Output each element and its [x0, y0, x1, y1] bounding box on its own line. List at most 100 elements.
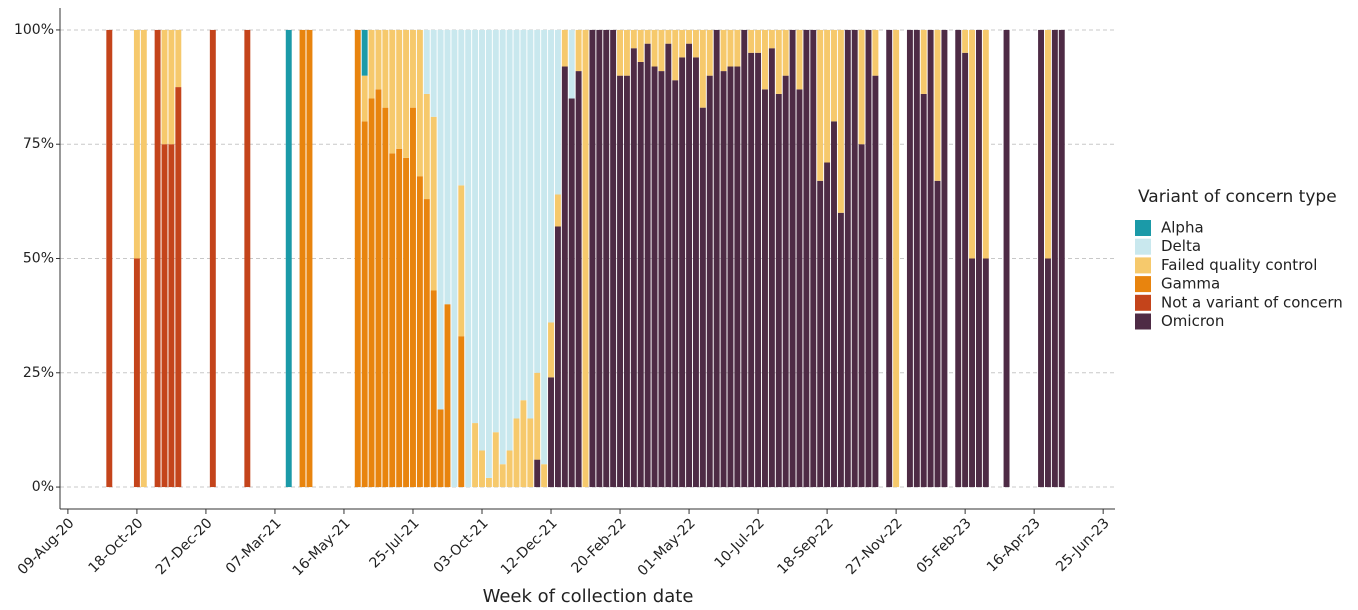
- bar-segment: [610, 29, 617, 488]
- bar-segment: [837, 29, 844, 213]
- bar-segment: [1038, 29, 1045, 488]
- bar-segment: [1044, 258, 1051, 488]
- x-tick-label: 01-May-22: [635, 515, 699, 579]
- bar-segment: [858, 29, 865, 145]
- bar-segment: [423, 29, 430, 94]
- bar-segment: [617, 75, 624, 488]
- bar-segment: [872, 29, 879, 76]
- bar-segment: [713, 29, 720, 488]
- bar-segment: [665, 29, 672, 44]
- bar-segment: [886, 29, 893, 488]
- bar-segment: [810, 29, 817, 488]
- bar-segment: [1003, 29, 1010, 488]
- bar-segment: [403, 29, 410, 158]
- x-tick-label: 16-May-21: [290, 515, 354, 579]
- bar-segment: [458, 29, 465, 186]
- bar-segment: [672, 29, 679, 81]
- bar-segment: [368, 29, 375, 99]
- x-axis-title: Week of collection date: [483, 586, 694, 607]
- bar-segment: [175, 87, 182, 488]
- bar-segment: [955, 29, 962, 488]
- x-tick-label: 16-Apr-23: [984, 515, 1044, 575]
- bar-segment: [485, 29, 492, 478]
- bar-segment: [389, 29, 396, 154]
- bar-segment: [637, 29, 644, 62]
- bar-segment: [513, 418, 520, 488]
- x-tick-label: 18-Oct-20: [86, 515, 147, 576]
- bar-segment: [1051, 29, 1058, 488]
- bar-segment: [969, 29, 976, 259]
- bar-segment: [644, 43, 651, 488]
- bar-segment: [782, 29, 789, 76]
- bar-segment: [554, 194, 561, 227]
- bar-segment: [699, 29, 706, 108]
- bar-segment: [706, 75, 713, 488]
- bar-segment: [651, 29, 658, 67]
- x-tick-label: 20-Feb-22: [569, 515, 630, 576]
- bar-segment: [920, 93, 927, 488]
- legend-swatch: [1135, 313, 1151, 330]
- bar-segment: [589, 29, 596, 488]
- bar-segment: [762, 29, 768, 90]
- bar-segment: [692, 57, 699, 488]
- bar-segment: [679, 57, 686, 488]
- bar-segment: [416, 29, 423, 177]
- bar-segment: [472, 29, 479, 424]
- bar-segment: [679, 29, 686, 58]
- bar-segment: [423, 93, 430, 200]
- bar-segment: [382, 29, 389, 108]
- legend-label: Not a variant of concern: [1161, 293, 1343, 311]
- bar-segment: [630, 29, 637, 49]
- legend-swatch: [1135, 220, 1151, 236]
- bar-segment: [175, 29, 182, 88]
- bar-segment: [354, 29, 361, 488]
- bar-segment: [686, 29, 693, 44]
- bar-segment: [361, 121, 368, 488]
- bar-segment: [575, 29, 582, 72]
- legend-swatch: [1135, 257, 1151, 274]
- bar-segment: [437, 29, 444, 410]
- bar-segment: [479, 450, 485, 488]
- bar-segment: [451, 29, 458, 488]
- bar-segment: [472, 423, 479, 488]
- bar-segment: [492, 29, 499, 433]
- x-tick-label: 10-Jul-22: [712, 515, 768, 571]
- bar-segment: [665, 43, 672, 488]
- bar-segment: [906, 29, 913, 488]
- bar-segment: [520, 29, 527, 401]
- bar-segment: [575, 71, 582, 488]
- y-tick-label: 75%: [23, 136, 54, 152]
- bar-segment: [824, 29, 831, 163]
- bar-segment: [962, 52, 969, 488]
- bar-segment: [755, 29, 762, 53]
- bar-segment: [603, 29, 610, 488]
- bar-segment: [762, 89, 768, 488]
- bar-segment: [720, 71, 727, 488]
- bar-segment: [768, 48, 775, 488]
- bar-segment: [499, 29, 506, 465]
- x-tick-label: 05-Feb-23: [914, 515, 975, 576]
- bar-segment: [416, 176, 423, 488]
- bar-segment: [527, 418, 534, 488]
- bar-segment: [734, 66, 741, 488]
- bar-segment: [430, 29, 437, 117]
- bar-segment: [796, 89, 803, 488]
- x-tick-label: 25-Jun-23: [1053, 515, 1113, 575]
- bar-segment: [396, 29, 403, 149]
- bar-segment: [361, 75, 368, 122]
- bar-segment: [548, 377, 554, 488]
- bar-segment: [368, 98, 375, 488]
- legend-label: Gamma: [1161, 275, 1220, 293]
- bar-segment: [927, 29, 934, 488]
- bar-segment: [672, 80, 679, 488]
- bar-segment: [623, 29, 630, 76]
- bar-segment: [775, 93, 782, 488]
- bar-segment: [465, 29, 472, 488]
- bar-segment: [630, 48, 637, 488]
- bar-segment: [561, 66, 568, 488]
- legend-label: Failed quality control: [1161, 256, 1317, 274]
- bar-segment: [692, 29, 699, 58]
- bar-segment: [161, 144, 168, 488]
- bar-segment: [920, 29, 927, 94]
- bar-segment: [534, 372, 541, 460]
